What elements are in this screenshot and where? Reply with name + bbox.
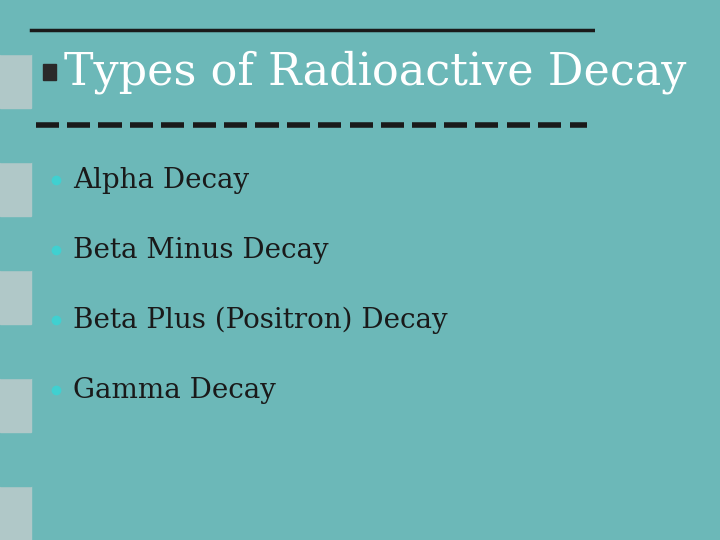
- Bar: [0, 270, 32, 324]
- Bar: [0, 378, 32, 432]
- Text: Gamma Decay: Gamma Decay: [73, 376, 276, 403]
- Bar: [0, 108, 32, 162]
- Text: Beta Minus Decay: Beta Minus Decay: [73, 237, 328, 264]
- Bar: [0, 324, 32, 378]
- Text: Types of Radioactive Decay: Types of Radioactive Decay: [65, 50, 687, 94]
- Bar: [43, 64, 56, 80]
- Bar: [0, 432, 32, 486]
- Text: Alpha Decay: Alpha Decay: [73, 166, 249, 193]
- Bar: [0, 486, 32, 540]
- Bar: [0, 216, 32, 270]
- Text: Beta Plus (Positron) Decay: Beta Plus (Positron) Decay: [73, 306, 447, 334]
- Bar: [0, 0, 32, 54]
- Bar: [0, 54, 32, 108]
- Bar: [0, 162, 32, 216]
